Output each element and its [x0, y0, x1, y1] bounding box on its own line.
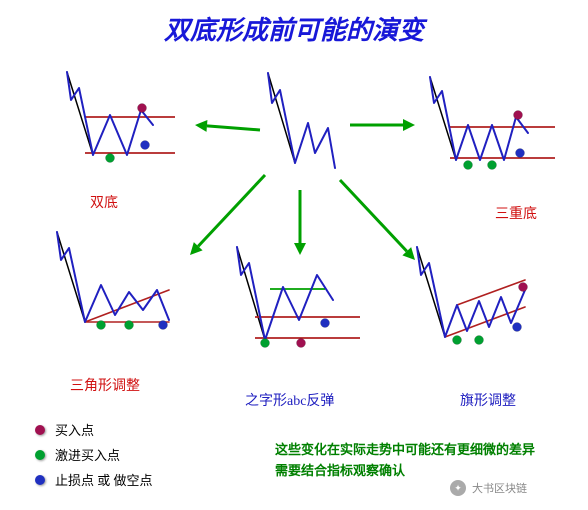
- legend-dot-icon: [35, 475, 45, 485]
- label-triangle: 三角形调整: [70, 375, 140, 395]
- legend-label: 止损点 或 做空点: [55, 470, 153, 489]
- legend-label: 激进买入点: [55, 445, 120, 464]
- watermark: ✦ 大书区块链: [450, 480, 527, 496]
- label-triple-bottom: 三重底: [495, 203, 537, 223]
- label-zigzag-abc: 之字形abc反弹: [245, 390, 334, 410]
- watermark-text: 大书区块链: [472, 480, 527, 496]
- wechat-icon: ✦: [450, 480, 466, 496]
- legend-dot-icon: [35, 425, 45, 435]
- label-flag: 旗形调整: [460, 390, 516, 410]
- legend-row: 激进买入点: [35, 445, 153, 464]
- legend-row: 止损点 或 做空点: [35, 470, 153, 489]
- legend-label: 买入点: [55, 420, 94, 439]
- legend: 买入点激进买入点止损点 或 做空点: [35, 420, 153, 495]
- label-double-bottom: 双底: [90, 192, 118, 212]
- legend-dot-icon: [35, 450, 45, 460]
- legend-row: 买入点: [35, 420, 153, 439]
- note-text: 这些变化在实际走势中可能还有更细微的差异需要结合指标观察确认: [275, 440, 535, 482]
